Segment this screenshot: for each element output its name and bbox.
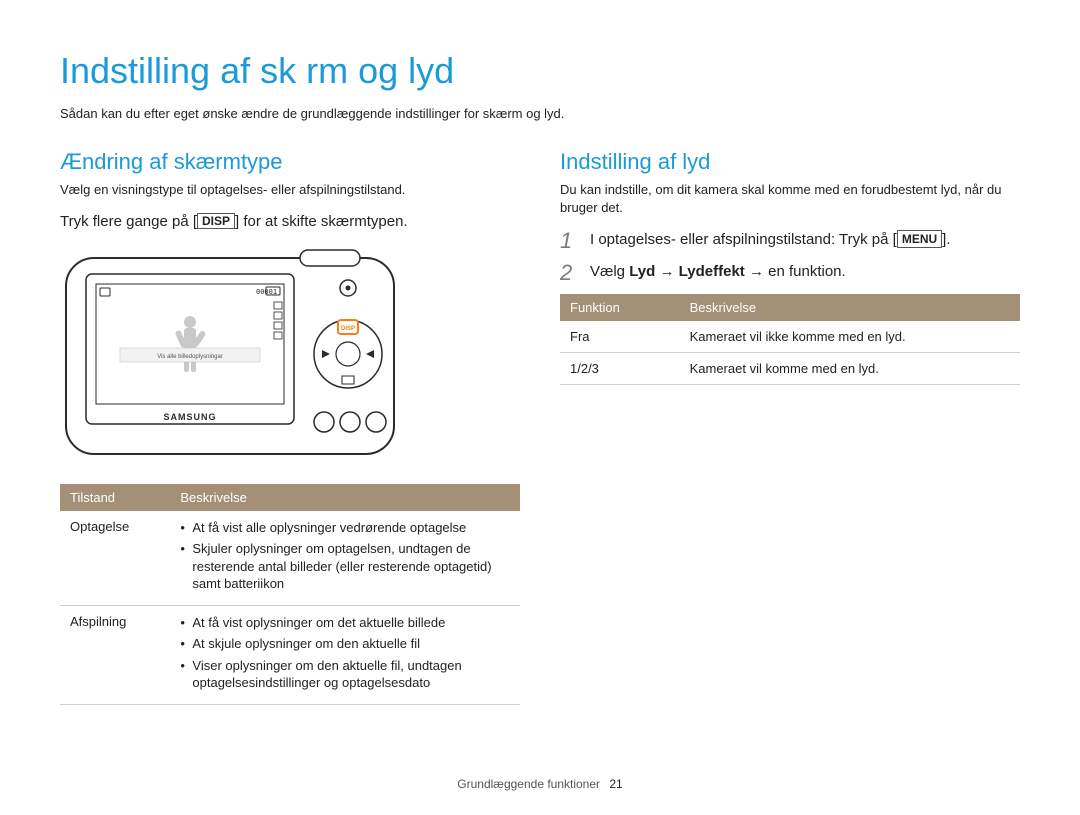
table-row: Afspilning At få vist oplysninger om det… — [60, 605, 520, 704]
disp-button-label: DISP — [197, 213, 235, 229]
list-item: At få vist alle oplysninger vedrørende o… — [180, 519, 510, 537]
page-title: Indstilling af sk rm og lyd — [60, 50, 1020, 92]
step1-post: ]. — [942, 231, 950, 248]
function-table: Funktion Beskrivelse Fra Kameraet vil ik… — [560, 294, 1020, 385]
instr-pre: Tryk flere gange på [ — [60, 213, 197, 230]
list-item: At få vist oplysninger om det aktuelle b… — [180, 614, 510, 632]
right-sub: Du kan indstille, om dit kamera skal kom… — [560, 181, 1020, 216]
desc-cell-1: At få vist oplysninger om det aktuelle b… — [170, 605, 520, 704]
list-item: Viser oplysninger om den aktuelle fil, u… — [180, 657, 510, 692]
mode-table-header-desc: Beskrivelse — [170, 484, 520, 511]
step-1: 1 I optagelses- eller afspilningstilstan… — [560, 230, 1020, 252]
mode-cell-1: Afspilning — [60, 605, 170, 704]
mode-cell-0: Optagelse — [60, 511, 170, 606]
left-sub: Vælg en visningstype til optagelses- ell… — [60, 181, 520, 199]
footer-section: Grundlæggende funktioner — [457, 777, 600, 791]
step-text-2: Vælg Lyd → Lydeffekt → en funktion. — [590, 262, 846, 284]
content-columns: Ændring af skærmtype Vælg en visningstyp… — [60, 149, 1020, 705]
list-item: At skjule oplysninger om den aktuelle fi… — [180, 635, 510, 653]
right-column: Indstilling af lyd Du kan indstille, om … — [560, 149, 1020, 705]
table-row: Fra Kameraet vil ikke komme med en lyd. — [560, 321, 1020, 353]
mode-table-header-mode: Tilstand — [60, 484, 170, 511]
step-num-2: 2 — [560, 262, 580, 284]
func-cell-1: 1/2/3 — [560, 353, 680, 385]
step2-bold2: Lydeffekt — [679, 263, 745, 280]
mode-table: Tilstand Beskrivelse Optagelse At få vis… — [60, 484, 520, 705]
left-heading: Ændring af skærmtype — [60, 149, 520, 175]
screen-label-text: Vis alle billedoplysningar — [157, 354, 223, 360]
step-num-1: 1 — [560, 230, 580, 252]
instr-post: ] for at skifte skærmtypen. — [235, 213, 408, 230]
func-table-header-func: Funktion — [560, 294, 680, 321]
step2-part2: → — [655, 263, 678, 280]
menu-button-label: MENU — [897, 230, 942, 248]
step2-part4: → en funktion. — [745, 263, 846, 280]
disp-button-icon: DISP — [341, 326, 355, 332]
table-row: 1/2/3 Kameraet vil komme med en lyd. — [560, 353, 1020, 385]
step1-pre: I optagelses- eller afspilningstilstand:… — [590, 231, 897, 248]
step-text-1: I optagelses- eller afspilningstilstand:… — [590, 230, 951, 252]
func-table-header-desc: Beskrivelse — [680, 294, 1020, 321]
desc-cell-0: At få vist alle oplysninger vedrørende o… — [170, 511, 520, 606]
left-instruction: Tryk flere gange på [DISP] for at skifte… — [60, 213, 520, 230]
left-column: Ændring af skærmtype Vælg en visningstyp… — [60, 149, 520, 705]
step2-bold1: Lyd — [629, 263, 655, 280]
camera-illustration: 00001 Vis alle billedoplysn — [60, 244, 520, 464]
page-intro: Sådan kan du efter eget ønske ændre de g… — [60, 106, 1020, 121]
func-cell-0: Fra — [560, 321, 680, 353]
brand-label: SAMSUNG — [163, 412, 216, 422]
step-2: 2 Vælg Lyd → Lydeffekt → en funktion. — [560, 262, 1020, 284]
right-heading: Indstilling af lyd — [560, 149, 1020, 175]
table-row: Optagelse At få vist alle oplysninger ve… — [60, 511, 520, 606]
footer-page-number: 21 — [609, 777, 622, 791]
list-item: Skjuler oplysninger om optagelsen, undta… — [180, 540, 510, 593]
page-footer: Grundlæggende funktioner 21 — [0, 777, 1080, 791]
step2-part0: Vælg — [590, 263, 629, 280]
func-desc-0: Kameraet vil ikke komme med en lyd. — [680, 321, 1020, 353]
camera-svg: 00001 Vis alle billedoplysn — [60, 244, 400, 464]
func-desc-1: Kameraet vil komme med en lyd. — [680, 353, 1020, 385]
